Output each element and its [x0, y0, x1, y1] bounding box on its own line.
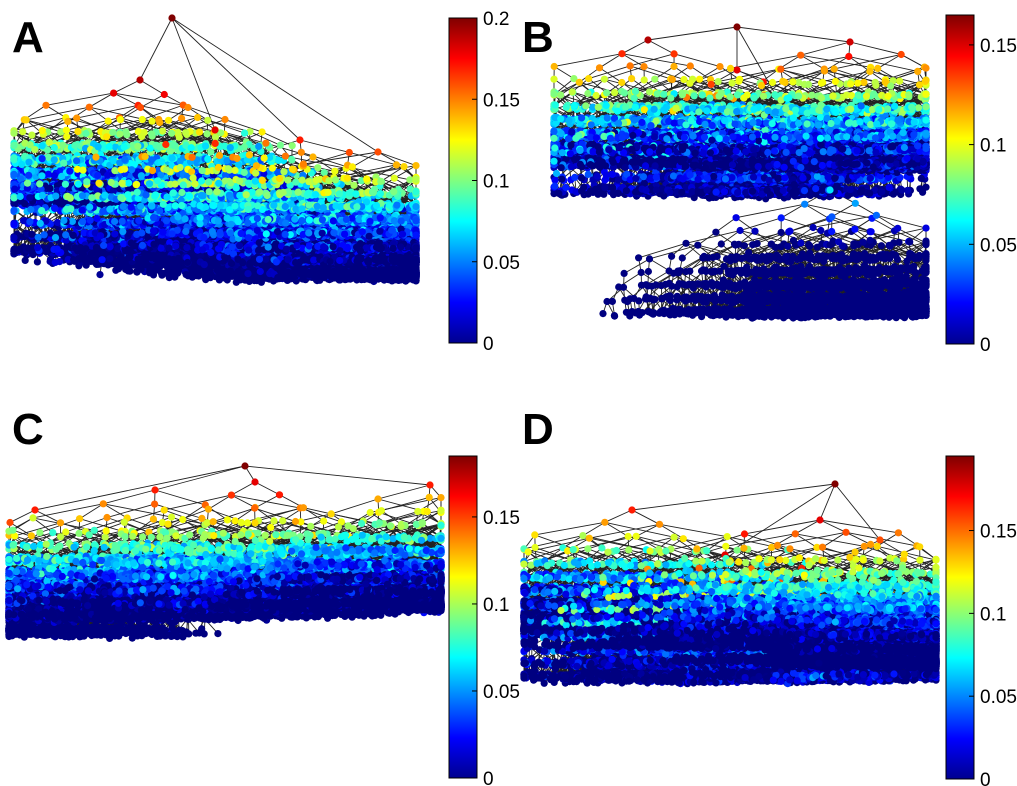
tree-edge: [140, 80, 164, 94]
tree-edge: [114, 80, 140, 93]
panel-a: A 00.050.10.150.2: [10, 9, 520, 355]
panel-letter-a: A: [12, 13, 44, 62]
tree-a: [10, 14, 419, 286]
tree-edge: [140, 18, 172, 80]
